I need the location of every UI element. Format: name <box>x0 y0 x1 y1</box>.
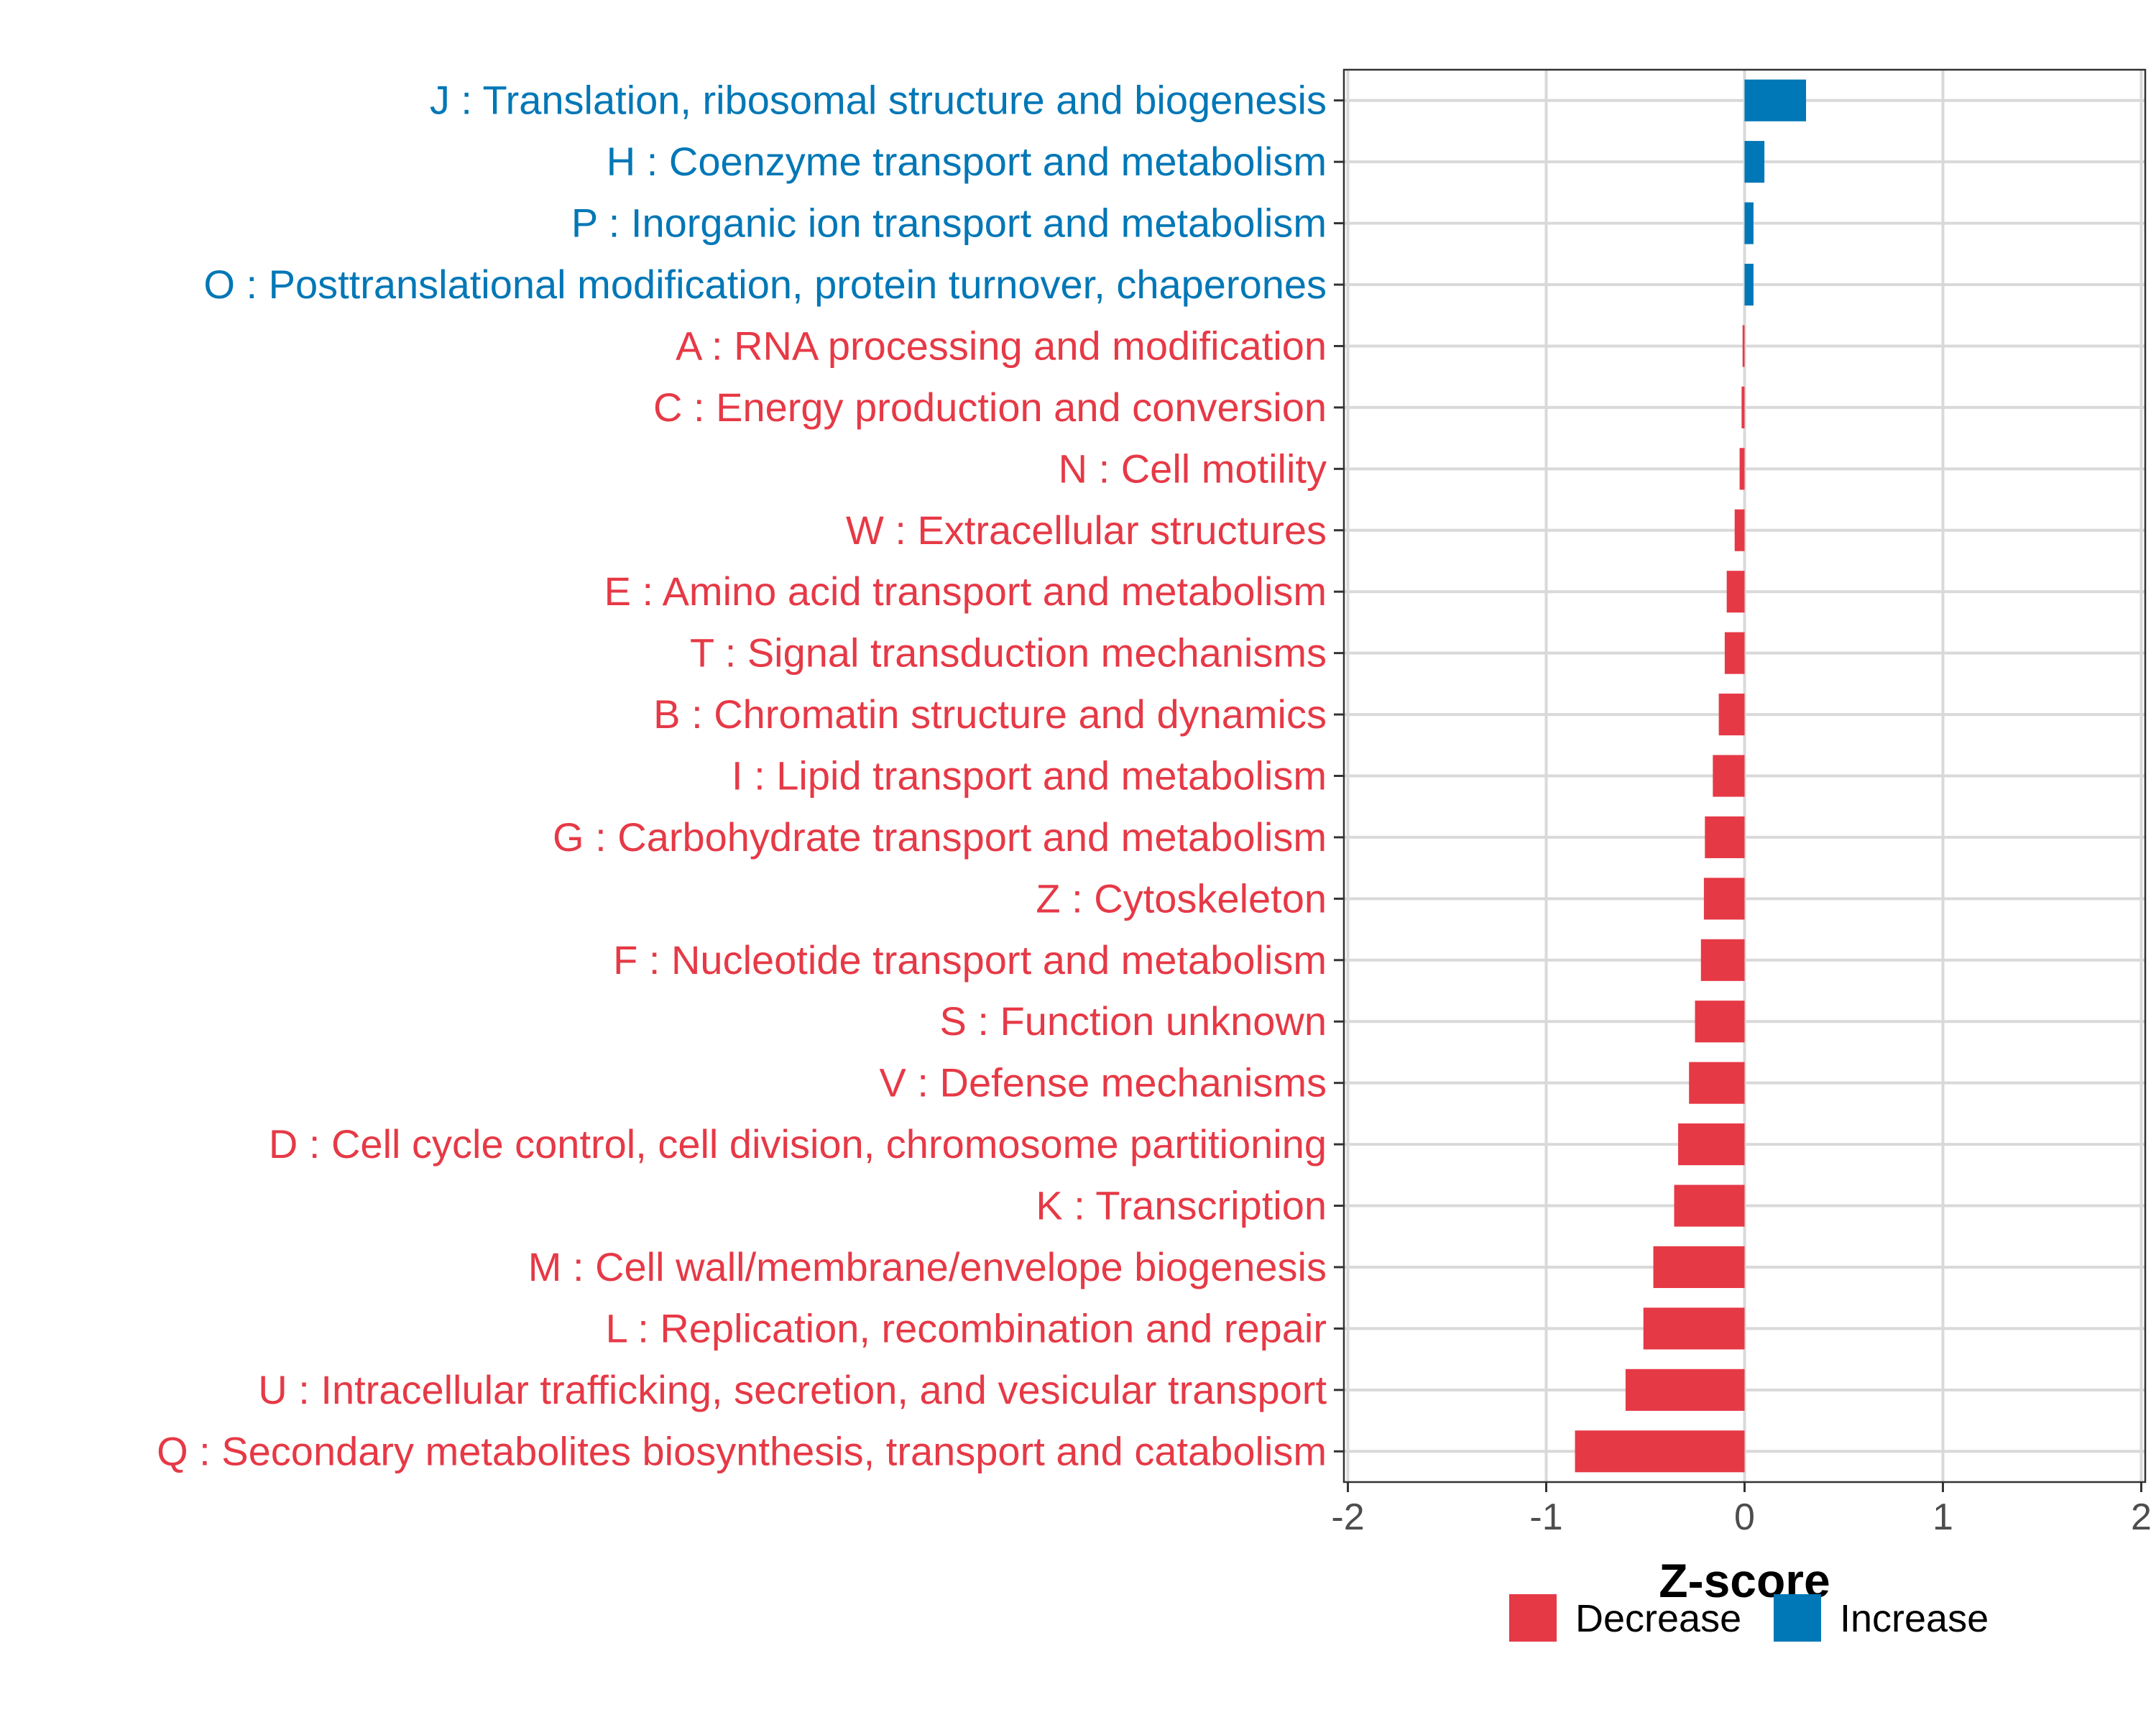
bar <box>1575 1430 1745 1473</box>
bar <box>1625 1368 1745 1411</box>
category-label: L : Replication, recombination and repai… <box>606 1305 1327 1351</box>
category-label: G : Carbohydrate transport and metabolis… <box>553 814 1327 860</box>
bar <box>1674 1184 1745 1227</box>
legend-swatch <box>1509 1594 1557 1642</box>
category-label: P : Inorganic ion transport and metaboli… <box>571 201 1327 246</box>
legend-swatch <box>1774 1594 1821 1642</box>
bar <box>1744 263 1754 306</box>
category-label: K : Transcription <box>1036 1183 1327 1228</box>
x-tick-label: 0 <box>1734 1496 1755 1538</box>
bar <box>1734 509 1745 551</box>
legend-label: Increase <box>1840 1597 1989 1640</box>
bar <box>1718 694 1745 736</box>
category-label: E : Amino acid transport and metabolism <box>604 569 1327 614</box>
bar <box>1643 1307 1745 1350</box>
bar <box>1726 571 1745 613</box>
category-label: S : Function unknown <box>939 998 1327 1044</box>
bar <box>1713 755 1745 797</box>
bar <box>1744 202 1754 244</box>
bar <box>1689 1062 1745 1104</box>
bars-layer <box>1575 79 1807 1473</box>
category-label: V : Defense mechanisms <box>880 1060 1327 1105</box>
category-label: B : Chromatin structure and dynamics <box>653 691 1327 737</box>
category-label: U : Intracellular trafficking, secretion… <box>258 1367 1327 1412</box>
category-label: O : Posttranslational modification, prot… <box>203 262 1327 307</box>
category-label: C : Energy production and conversion <box>653 385 1327 430</box>
category-label: N : Cell motility <box>1059 446 1327 491</box>
category-label: Z : Cytoskeleton <box>1036 875 1327 921</box>
category-label: T : Signal transduction mechanisms <box>690 630 1327 676</box>
x-tick-label: 2 <box>2131 1496 2152 1538</box>
y-axis: J : Translation, ribosomal structure and… <box>157 78 1344 1473</box>
x-tick-label: -2 <box>1331 1496 1364 1538</box>
x-axis: -2 -1 0 1 2 <box>1331 1482 2152 1538</box>
category-label: A : RNA processing and modification <box>676 323 1327 368</box>
legend-label: Decrease <box>1575 1597 1741 1640</box>
bar <box>1703 878 1745 920</box>
category-label: D : Cell cycle control, cell division, c… <box>269 1121 1327 1167</box>
category-label: F : Nucleotide transport and metabolism <box>613 937 1327 983</box>
category-label: I : Lipid transport and metabolism <box>732 753 1327 799</box>
category-label: Q : Secondary metabolites biosynthesis, … <box>157 1428 1327 1473</box>
bar <box>1653 1246 1745 1289</box>
bar <box>1695 1000 1745 1043</box>
bar <box>1742 325 1745 367</box>
category-label: M : Cell wall/membrane/envelope biogenes… <box>528 1244 1327 1289</box>
category-label: H : Coenzyme transport and metabolism <box>607 139 1327 184</box>
bar <box>1744 79 1807 121</box>
category-label: J : Translation, ribosomal structure and… <box>430 78 1327 123</box>
bar <box>1724 632 1745 674</box>
category-label: W : Extracellular structures <box>846 507 1327 553</box>
x-tick-label: 1 <box>1932 1496 1953 1538</box>
bar <box>1739 448 1745 490</box>
bar <box>1678 1123 1745 1166</box>
legend: Decrease Increase <box>1509 1594 1989 1642</box>
bar <box>1705 816 1745 858</box>
x-tick-label: -1 <box>1529 1496 1562 1538</box>
bar <box>1744 141 1765 183</box>
bar <box>1741 386 1745 428</box>
bar <box>1700 939 1745 981</box>
